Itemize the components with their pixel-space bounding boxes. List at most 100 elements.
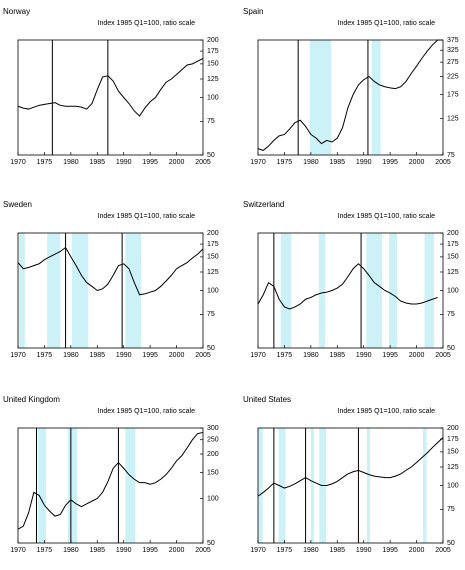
x-tick-label: 1970 bbox=[10, 547, 26, 554]
x-tick-label: 2000 bbox=[409, 159, 425, 166]
y-tick-label: 100 bbox=[447, 287, 459, 294]
x-tick-label: 2005 bbox=[195, 159, 211, 166]
x-tick-label: 1975 bbox=[277, 159, 293, 166]
x-tick-label: 1975 bbox=[37, 547, 53, 554]
x-tick-label: 1995 bbox=[382, 159, 398, 166]
x-tick-label: 1975 bbox=[37, 159, 53, 166]
shaded-period bbox=[309, 40, 331, 155]
x-tick-label: 1980 bbox=[303, 159, 319, 166]
y-tick-label: 50 bbox=[207, 345, 215, 352]
x-tick-label: 2000 bbox=[409, 547, 425, 554]
data-line bbox=[17, 431, 204, 530]
y-tick-label: 200 bbox=[207, 451, 219, 458]
y-tick-label: 300 bbox=[207, 425, 219, 432]
x-tick-label: 1985 bbox=[89, 352, 105, 359]
y-tick-label: 75 bbox=[207, 118, 215, 125]
plot-frame bbox=[257, 39, 444, 156]
plot-frame bbox=[257, 427, 444, 544]
y-tick-label: 75 bbox=[447, 152, 455, 159]
panel-title: Sweden bbox=[3, 200, 32, 209]
x-tick-label: 1995 bbox=[382, 352, 398, 359]
panel-subtitle: Index 1985 Q1=100, ratio scale bbox=[338, 408, 436, 415]
panel: Norway Index 1985 Q1=100, ratio scale 50 75… bbox=[3, 7, 219, 166]
y-tick-label: 125 bbox=[207, 269, 219, 276]
x-tick-label: 2000 bbox=[169, 547, 185, 554]
x-tick-label: 1995 bbox=[142, 547, 158, 554]
y-tick-label: 125 bbox=[447, 464, 459, 471]
panel: Spain Index 1985 Q1=100, ratio scale 75 125… bbox=[243, 7, 459, 166]
y-tick-label: 175 bbox=[447, 241, 459, 248]
panel-subtitle: Index 1985 Q1=100, ratio scale bbox=[338, 20, 436, 27]
x-tick-label: 1980 bbox=[303, 547, 319, 554]
x-tick-label: 1990 bbox=[356, 352, 372, 359]
x-tick-label: 2005 bbox=[195, 547, 211, 554]
x-tick-label: 1990 bbox=[356, 547, 372, 554]
panel-subtitle: Index 1985 Q1=100, ratio scale bbox=[98, 213, 196, 220]
panel-title: Switzerland bbox=[243, 200, 284, 209]
shaded-period bbox=[278, 428, 286, 543]
y-tick-label: 200 bbox=[207, 230, 219, 237]
y-tick-label: 275 bbox=[447, 59, 459, 66]
y-tick-label: 225 bbox=[447, 73, 459, 80]
y-tick-label: 125 bbox=[447, 269, 459, 276]
x-tick-label: 1975 bbox=[37, 352, 53, 359]
panel: Switzerland Index 1985 Q1=100, ratio scal… bbox=[243, 200, 459, 359]
y-tick-label: 150 bbox=[447, 449, 459, 456]
panel-subtitle: Index 1985 Q1=100, ratio scale bbox=[98, 20, 196, 27]
shaded-period bbox=[371, 40, 381, 155]
x-tick-label: 1985 bbox=[329, 159, 345, 166]
panel-title: Spain bbox=[243, 7, 263, 16]
y-tick-label: 200 bbox=[447, 425, 459, 432]
y-tick-label: 75 bbox=[447, 311, 455, 318]
x-tick-label: 1980 bbox=[63, 352, 79, 359]
y-tick-label: 200 bbox=[447, 230, 459, 237]
x-tick-label: 2000 bbox=[169, 352, 185, 359]
y-tick-label: 375 bbox=[447, 37, 459, 44]
panel-title: United Kingdom bbox=[3, 395, 60, 404]
shaded-period bbox=[424, 233, 435, 348]
shaded-period bbox=[71, 233, 89, 348]
x-tick-label: 2000 bbox=[169, 159, 185, 166]
x-tick-label: 1970 bbox=[250, 352, 266, 359]
x-tick-label: 2005 bbox=[435, 159, 451, 166]
data-line bbox=[17, 58, 204, 117]
x-tick-label: 1995 bbox=[142, 159, 158, 166]
y-tick-label: 150 bbox=[447, 254, 459, 261]
panel: United States Index 1985 Q1=100, ratio sc… bbox=[243, 395, 459, 554]
y-tick-label: 75 bbox=[447, 506, 455, 513]
x-tick-label: 1995 bbox=[382, 547, 398, 554]
x-tick-label: 1985 bbox=[89, 547, 105, 554]
y-tick-label: 100 bbox=[207, 287, 219, 294]
x-tick-label: 1980 bbox=[303, 352, 319, 359]
x-tick-label: 1980 bbox=[63, 159, 79, 166]
x-tick-label: 1985 bbox=[329, 547, 345, 554]
y-tick-label: 200 bbox=[207, 37, 219, 44]
x-tick-label: 1985 bbox=[89, 159, 105, 166]
x-tick-label: 2000 bbox=[409, 352, 425, 359]
shaded-period bbox=[422, 428, 427, 543]
x-tick-label: 1985 bbox=[329, 352, 345, 359]
x-tick-label: 1970 bbox=[250, 547, 266, 554]
y-tick-label: 125 bbox=[207, 76, 219, 83]
x-tick-label: 1975 bbox=[277, 547, 293, 554]
y-tick-label: 75 bbox=[207, 311, 215, 318]
panel-title: Norway bbox=[3, 7, 30, 16]
shaded-period bbox=[318, 233, 326, 348]
y-tick-label: 175 bbox=[207, 48, 219, 55]
x-tick-label: 1970 bbox=[10, 159, 26, 166]
y-tick-label: 150 bbox=[207, 254, 219, 261]
y-tick-label: 175 bbox=[447, 436, 459, 443]
shaded-period bbox=[67, 428, 78, 543]
x-tick-label: 2005 bbox=[195, 352, 211, 359]
x-tick-label: 1990 bbox=[116, 547, 132, 554]
y-tick-label: 50 bbox=[207, 152, 215, 159]
y-tick-label: 100 bbox=[207, 495, 219, 502]
x-tick-label: 1970 bbox=[250, 159, 266, 166]
shaded-period bbox=[38, 428, 47, 543]
shaded-period bbox=[310, 428, 315, 543]
shaded-period bbox=[366, 428, 371, 543]
shaded-period bbox=[366, 233, 383, 348]
y-tick-label: 325 bbox=[447, 47, 459, 54]
x-tick-label: 2005 bbox=[435, 352, 451, 359]
